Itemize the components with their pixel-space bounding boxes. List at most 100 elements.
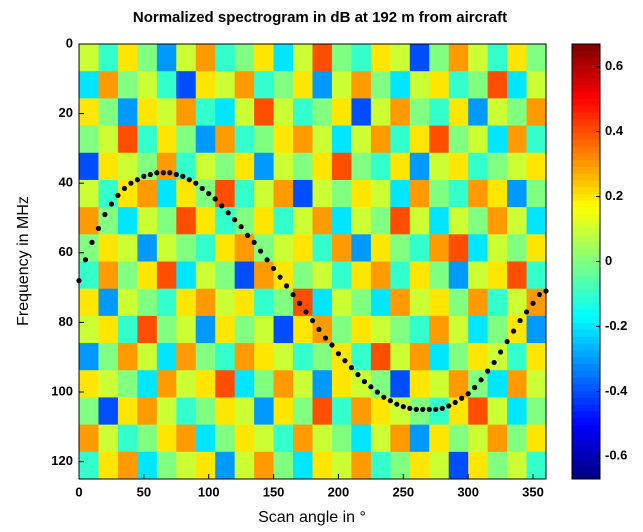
heatmap-cell (429, 152, 450, 181)
heatmap-cell (429, 207, 450, 235)
heatmap-cell (117, 44, 138, 72)
heatmap-cell (312, 179, 333, 208)
curve-point (82, 257, 89, 263)
heatmap-cell (370, 207, 391, 235)
colorbar-band (572, 465, 600, 473)
curve-point (212, 196, 218, 202)
heatmap-cell (79, 207, 99, 235)
heatmap-cell (370, 71, 391, 99)
heatmap-cell (254, 451, 275, 480)
curve-point (536, 291, 543, 298)
heatmap-cell (137, 44, 158, 72)
heatmap-cell (409, 125, 430, 154)
curve-point (400, 404, 406, 410)
colorbar-tick-label: 0.6 (605, 58, 623, 73)
heatmap-cell (215, 261, 236, 290)
heatmap-cell (234, 424, 255, 453)
heatmap-cell (487, 152, 508, 181)
heatmap-cell (176, 424, 197, 453)
x-tick-label: 50 (137, 484, 151, 499)
curve-point (115, 192, 121, 198)
heatmap-cell (468, 315, 489, 344)
heatmap-cell (487, 370, 508, 398)
heatmap-cell (331, 370, 352, 398)
heatmap-cell (273, 451, 294, 480)
heatmap-cell (98, 397, 119, 426)
heatmap-cell (507, 71, 528, 99)
heatmap-cell (409, 424, 430, 453)
heatmap-cell (448, 261, 469, 290)
curve-point (128, 180, 134, 186)
curve-point (523, 309, 530, 315)
heatmap-cell (507, 125, 528, 154)
heatmap-cell (254, 71, 275, 99)
heatmap-cell (468, 207, 489, 235)
heatmap-cell (448, 234, 469, 262)
heatmap-cell (137, 315, 158, 344)
heatmap-cell (487, 179, 508, 208)
heatmap-cell (312, 424, 333, 453)
colorbar-band (572, 207, 600, 215)
x-tick-label: 150 (263, 484, 285, 499)
heatmap-cell (98, 451, 119, 480)
heatmap-cell (117, 424, 138, 453)
heatmap-cell (156, 44, 177, 72)
heatmap-cell (331, 288, 352, 317)
curve-point (517, 318, 523, 324)
heatmap-cell (409, 207, 430, 235)
heatmap-cell (331, 261, 352, 290)
colorbar-band (572, 424, 600, 432)
heatmap-cell (195, 370, 216, 398)
heatmap-cell (507, 343, 528, 371)
colorbar-band (572, 431, 600, 439)
curve-point (180, 173, 186, 179)
heatmap-cell (254, 370, 275, 398)
heatmap-cell (176, 261, 197, 290)
heatmap-cell (487, 451, 508, 480)
heatmap-cell (176, 234, 197, 262)
curve-point (167, 170, 173, 176)
colorbar-band (572, 370, 600, 378)
heatmap-cell (429, 343, 450, 371)
heatmap-cell (370, 370, 391, 398)
heatmap-cell (526, 397, 547, 426)
colorbar-band (572, 390, 600, 398)
heatmap-cell (390, 424, 411, 453)
heatmap-cell (448, 343, 469, 371)
heatmap-cell (98, 125, 119, 154)
chart-title: Normalized spectrogram in dB at 192 m fr… (133, 9, 507, 26)
heatmap-cell (429, 397, 450, 426)
plot-frame (78, 43, 547, 480)
colorbar-band (572, 241, 600, 249)
heatmap-cell (98, 261, 119, 290)
curve-point (387, 398, 393, 404)
heatmap-cell (409, 315, 430, 344)
colorbar-band (572, 343, 600, 351)
heatmap-cell (390, 288, 411, 317)
heatmap-cell (331, 152, 352, 181)
heatmap-cell (293, 343, 313, 371)
curve-point (426, 406, 432, 412)
colorbar-band (572, 458, 600, 466)
heatmap-cell (273, 234, 294, 262)
colorbar-band (572, 268, 600, 276)
heatmap-cell (215, 288, 236, 317)
curve-point (446, 403, 452, 409)
heatmap-cell (234, 44, 255, 72)
colorbar-band (572, 159, 600, 167)
heatmap-cell (351, 71, 372, 99)
curve-point (199, 185, 205, 192)
heatmap-cell (215, 234, 236, 262)
curve-point (530, 300, 536, 306)
heatmap-cell (79, 125, 99, 154)
heatmap-cell (215, 152, 236, 181)
heatmap-cell (370, 179, 391, 208)
heatmap-cell (254, 343, 275, 371)
curve-point (459, 395, 465, 401)
colorbar-band (572, 213, 600, 222)
heatmap-cell (176, 397, 197, 426)
heatmap-cell (273, 44, 294, 72)
colorbar-band (572, 472, 600, 480)
heatmap-cell (312, 343, 333, 371)
curve-point (439, 405, 445, 411)
